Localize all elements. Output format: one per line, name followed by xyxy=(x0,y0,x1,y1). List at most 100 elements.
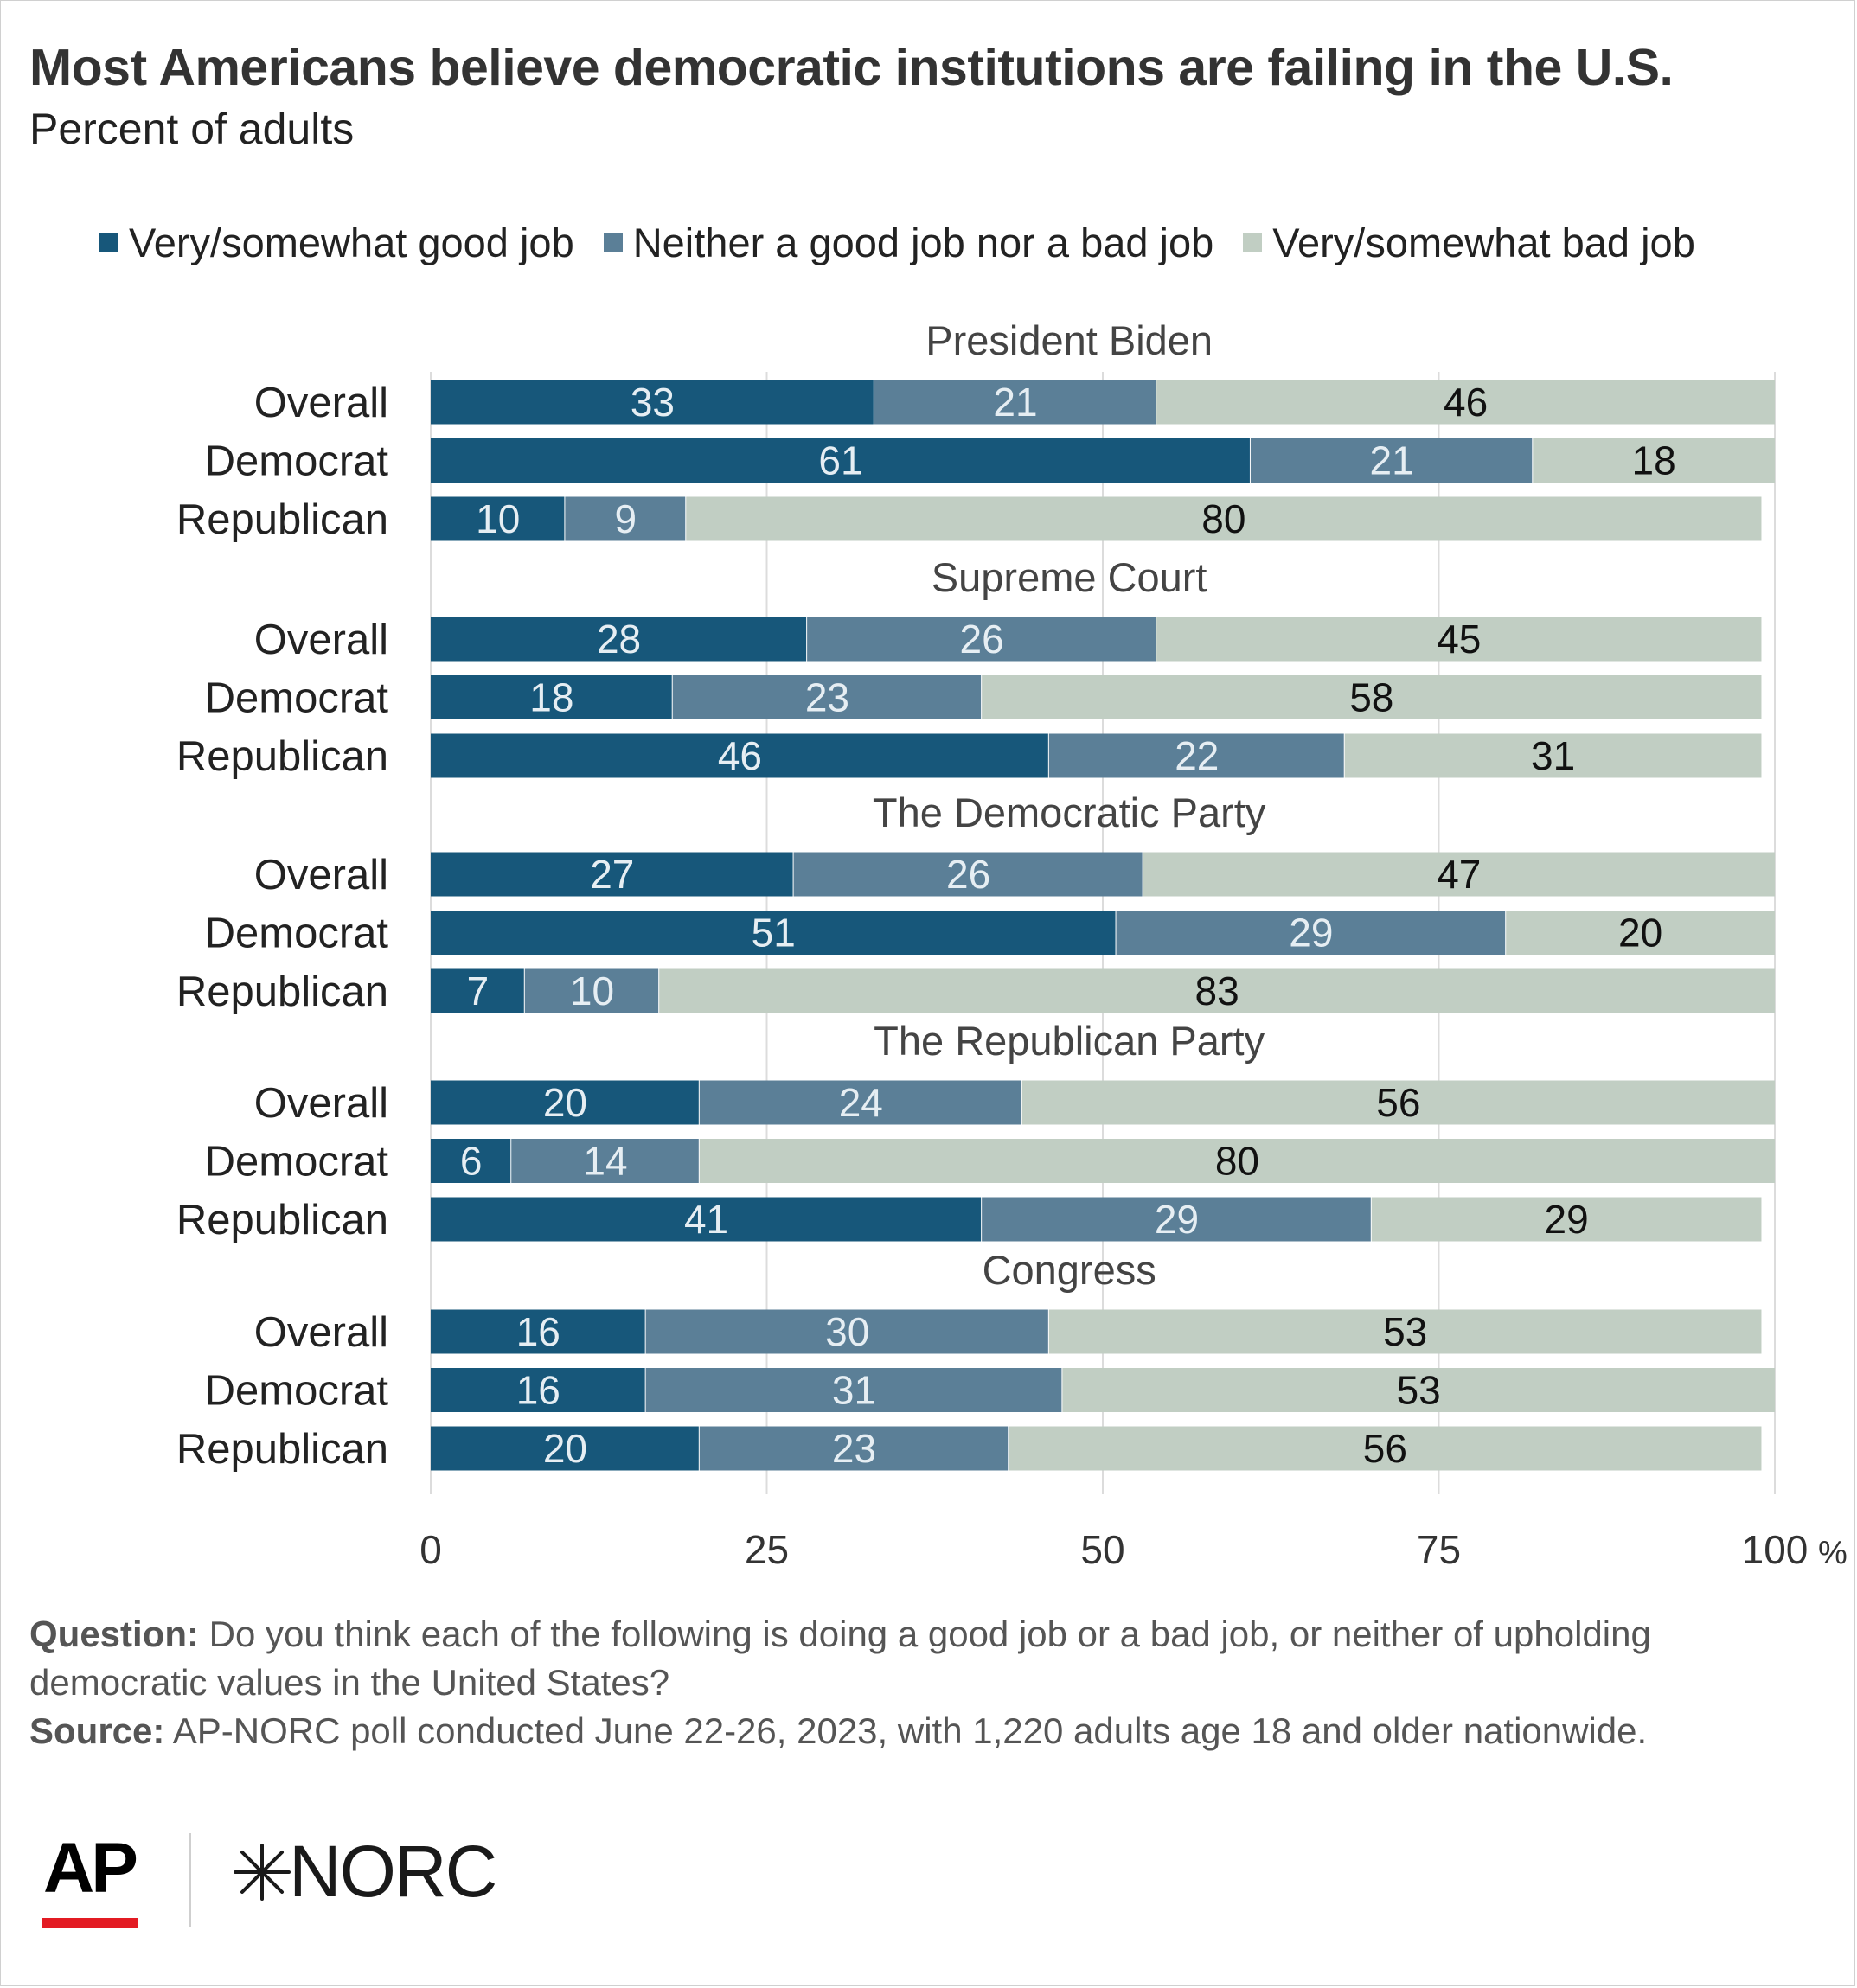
data-label: 56 xyxy=(1376,1080,1420,1125)
bar-segment-bad xyxy=(1344,733,1762,778)
bar-segment-good xyxy=(431,968,524,1013)
data-label: 18 xyxy=(1632,438,1676,483)
data-label: 46 xyxy=(1444,380,1488,425)
bar-segment-good xyxy=(431,617,807,662)
group-title: The Democratic Party xyxy=(873,789,1266,835)
row-label: Republican xyxy=(176,968,388,1015)
row-label: Overall xyxy=(254,1309,388,1356)
bar-segment-bad xyxy=(1533,438,1775,483)
bar-segment-bad xyxy=(1156,380,1775,425)
row-label: Republican xyxy=(176,1426,388,1473)
bar-segment-bad xyxy=(1062,1368,1775,1412)
row-label: Democrat xyxy=(205,675,389,722)
bar-segment-bad xyxy=(699,1139,1775,1183)
data-label: 29 xyxy=(1545,1197,1589,1242)
data-label: 30 xyxy=(825,1309,869,1354)
row-label: Overall xyxy=(254,380,388,426)
data-label: 31 xyxy=(832,1368,876,1413)
question-label: Question: xyxy=(29,1614,199,1654)
data-label: 21 xyxy=(1370,438,1414,483)
bar-segment-bad xyxy=(1156,617,1762,662)
data-label: 27 xyxy=(590,852,634,897)
bar-segment-good xyxy=(431,380,874,425)
bar-segment-good xyxy=(431,733,1048,778)
bar-segment-bad xyxy=(686,496,1762,541)
bar-segment-bad xyxy=(982,675,1762,719)
legend-label-good: Very/somewhat good job xyxy=(129,219,574,265)
bar-segment-neither xyxy=(511,1139,699,1183)
source-label: Source: xyxy=(29,1710,165,1751)
bar-segment-good xyxy=(431,675,672,719)
row-label: Democrat xyxy=(205,911,389,957)
bar-segment-good xyxy=(431,496,565,541)
row-label: Overall xyxy=(254,617,388,663)
bar-segment-bad xyxy=(1009,1426,1762,1471)
data-label: 9 xyxy=(615,496,637,541)
bar-segment-good xyxy=(431,1197,982,1242)
bar-segment-bad xyxy=(1048,1309,1762,1354)
legend-item-bad: Very/somewhat bad job xyxy=(1243,219,1695,266)
bar-segment-neither xyxy=(982,1197,1371,1242)
bar-segment-good xyxy=(431,1309,645,1354)
source-text: AP-NORC poll conducted June 22-26, 2023,… xyxy=(164,1710,1648,1751)
row-label: Democrat xyxy=(205,1368,389,1415)
bar-segment-bad xyxy=(1143,852,1775,897)
footer-question: Question: Do you think each of the follo… xyxy=(29,1610,1828,1707)
data-label: 53 xyxy=(1383,1309,1427,1354)
data-label: 21 xyxy=(993,380,1037,425)
question-text: Do you think each of the following is do… xyxy=(29,1614,1651,1703)
data-label: 80 xyxy=(1201,496,1245,541)
data-label: 20 xyxy=(1618,911,1662,956)
data-label: 41 xyxy=(684,1197,728,1242)
data-label: 10 xyxy=(476,496,520,541)
x-tick-label: 100 xyxy=(1742,1527,1809,1572)
bar-segment-bad xyxy=(1371,1197,1762,1242)
x-tick-label: 50 xyxy=(1080,1527,1124,1572)
data-label: 31 xyxy=(1531,733,1575,778)
group-title: The Republican Party xyxy=(874,1018,1265,1064)
bar-segment-neither xyxy=(699,1426,1009,1471)
ap-logo-underline xyxy=(42,1918,138,1928)
x-tick-label: 0 xyxy=(419,1527,442,1572)
logo-divider xyxy=(189,1833,191,1927)
data-label: 16 xyxy=(516,1309,560,1354)
bar-segment-neither xyxy=(565,496,686,541)
ap-logo: AP xyxy=(43,1829,138,1908)
bar-segment-bad xyxy=(659,968,1776,1013)
bar-segment-bad xyxy=(1506,911,1775,955)
bar-segment-good xyxy=(431,1139,511,1183)
group-title: Supreme Court xyxy=(932,554,1207,600)
data-label: 23 xyxy=(805,675,849,720)
data-label: 28 xyxy=(597,617,641,662)
chart-legend: Very/somewhat good job Neither a good jo… xyxy=(99,216,1725,268)
row-label: Democrat xyxy=(205,438,389,485)
group-title: Congress xyxy=(983,1247,1156,1293)
row-label: Overall xyxy=(254,852,388,898)
logo-bar: AP NORC xyxy=(0,1816,605,1946)
x-tick-label: 75 xyxy=(1417,1527,1461,1572)
data-label: 18 xyxy=(529,675,573,720)
data-label: 10 xyxy=(570,968,614,1013)
x-axis-unit: % xyxy=(1818,1535,1847,1571)
data-label: 20 xyxy=(543,1080,587,1125)
data-label: 29 xyxy=(1155,1197,1199,1242)
bar-segment-good xyxy=(431,1080,699,1125)
row-label: Republican xyxy=(176,733,388,780)
data-label: 24 xyxy=(839,1080,883,1125)
stacked-bar-chart: President Biden Overall 33 21 46 Democrat 61 21… xyxy=(176,317,1847,1572)
data-label: 26 xyxy=(960,617,1004,662)
legend-swatch-bad xyxy=(1243,233,1263,252)
row-label: Republican xyxy=(176,1197,388,1243)
legend-swatch-good xyxy=(99,233,118,252)
data-label: 23 xyxy=(832,1426,876,1471)
bar-segment-good xyxy=(431,1426,699,1471)
data-label: 33 xyxy=(631,380,675,425)
legend-swatch-neither xyxy=(603,233,623,252)
bar-segment-neither xyxy=(645,1309,1048,1354)
group-title: President Biden xyxy=(925,317,1213,363)
data-label: 20 xyxy=(543,1426,587,1471)
bar-segment-good xyxy=(431,438,1250,483)
bar-segment-neither xyxy=(874,380,1156,425)
bar-segment-good xyxy=(431,911,1116,955)
data-label: 80 xyxy=(1215,1139,1259,1184)
